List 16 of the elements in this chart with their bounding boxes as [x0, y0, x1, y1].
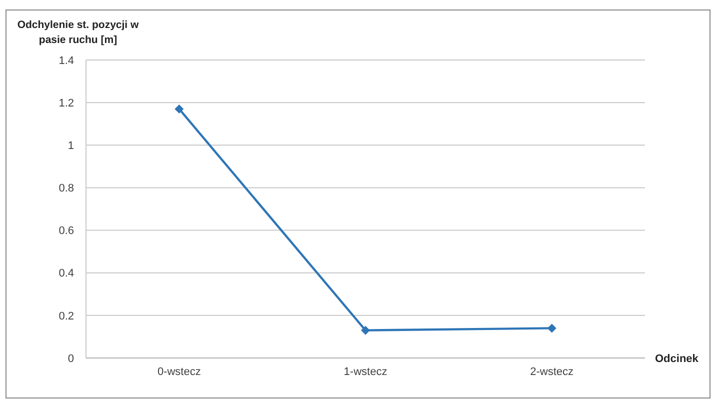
x-tick-label: 1-wstecz [344, 366, 388, 378]
x-tick-label: 2-wstecz [530, 366, 574, 378]
y-axis-title: Odchylenie st. pozycji w pasie ruchu [m] [17, 19, 140, 46]
y-tick-label: 0.4 [58, 268, 74, 280]
point [174, 104, 184, 114]
y-tick-label: 0.8 [58, 182, 74, 195]
x-tick-label: 0-wstecz [157, 366, 201, 378]
y-tick-label: 0.2 [58, 310, 74, 322]
point [547, 324, 556, 333]
point [361, 326, 370, 335]
y-tick-label: 1.4 [58, 54, 74, 67]
y-tick-label: 0 [68, 352, 74, 365]
y-tick-label: 1.2 [58, 97, 74, 110]
y-tick-label: 0.6 [58, 225, 74, 238]
y-tick-label: 1 [68, 140, 74, 152]
x-axis-title: Odcinek [655, 353, 700, 365]
